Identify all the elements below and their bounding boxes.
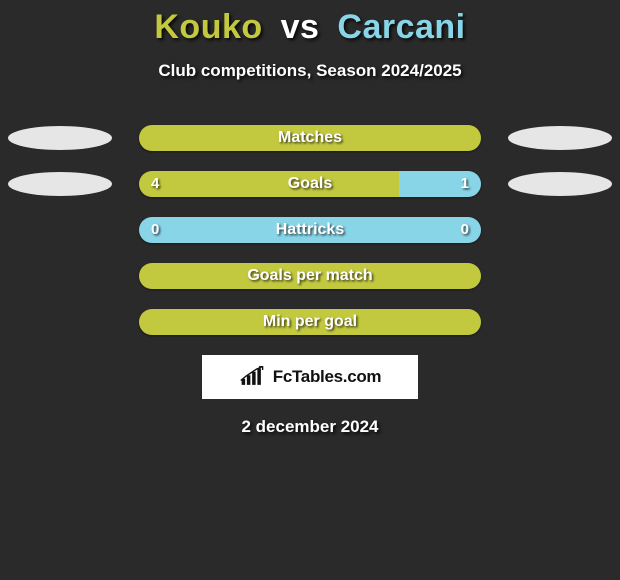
bar-label: Goals per match [139,263,481,289]
comparison-rows: Matches Goals4 1 Hattricks0 0 Goals per match… [0,125,620,335]
player1-name: Kouko [154,8,262,46]
bar-value-left: 4 [151,171,159,197]
comparison-bar: Min per goal [139,309,481,335]
subtitle: Club competitions, Season 2024/2025 [0,61,620,81]
right-value-ellipse [508,126,612,150]
bar-value-right: 0 [461,217,469,243]
comparison-bar: Hattricks0 0 [139,217,481,243]
player2-name: Carcani [337,8,465,46]
bar-chart-icon [239,366,267,388]
brand-text: FcTables.com [273,367,382,387]
left-value-ellipse [8,126,112,150]
comparison-bar: Matches [139,125,481,151]
comparison-row: Goals per match [0,263,620,289]
comparison-row: Min per goal [0,309,620,335]
date: 2 december 2024 [0,417,620,437]
right-value-ellipse [508,172,612,196]
bar-label: Matches [139,125,481,151]
vs-separator: vs [281,8,320,46]
comparison-bar: Goals per match [139,263,481,289]
comparison-row: Matches [0,125,620,151]
bar-label: Hattricks [139,217,481,243]
brand-badge: FcTables.com [202,355,418,399]
bar-label: Min per goal [139,309,481,335]
comparison-row: Hattricks0 0 [0,217,620,243]
comparison-row: Goals4 1 [0,171,620,197]
comparison-bar: Goals4 1 [139,171,481,197]
bar-label: Goals [139,171,481,197]
bar-value-right: 1 [461,171,469,197]
bar-value-left: 0 [151,217,159,243]
left-value-ellipse [8,172,112,196]
page-title: Kouko vs Carcani [0,0,620,47]
